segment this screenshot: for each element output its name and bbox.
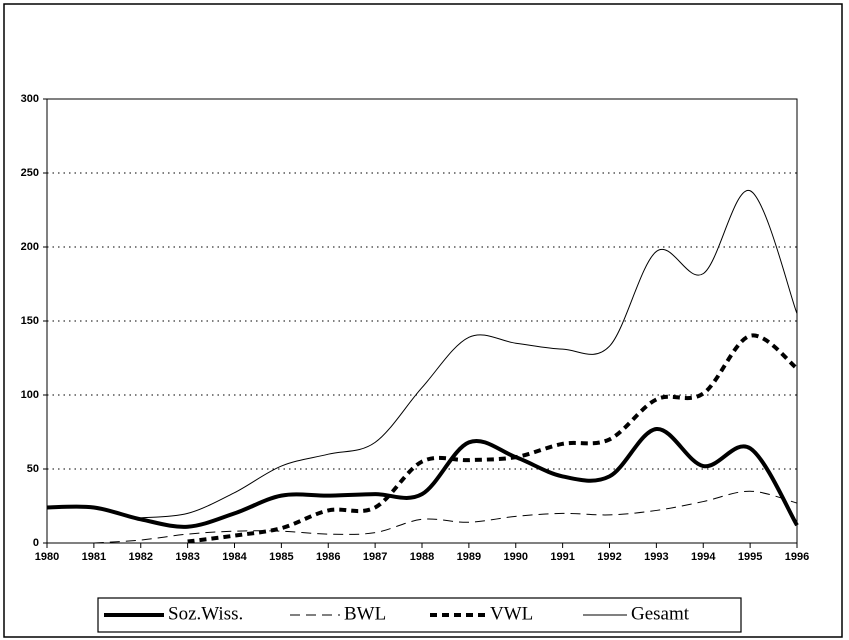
y-tick-label: 50 bbox=[27, 463, 39, 475]
x-tick-label: 1988 bbox=[410, 551, 434, 563]
line bbox=[140, 190, 798, 519]
legend-label: VWL bbox=[490, 603, 533, 624]
line bbox=[93, 490, 798, 544]
x-tick-label: 1987 bbox=[363, 551, 387, 563]
y-tick-label: 0 bbox=[33, 537, 39, 549]
x-tick-label: 1995 bbox=[738, 551, 762, 563]
legend-label: Gesamt bbox=[631, 603, 690, 624]
x-tick-label: 1980 bbox=[35, 551, 59, 563]
x-tick-label: 1989 bbox=[457, 551, 481, 563]
y-tick-label: 250 bbox=[21, 167, 39, 179]
x-tick-label: 1985 bbox=[269, 551, 293, 563]
y-tick-label: 200 bbox=[21, 241, 39, 253]
y-tick-label: 100 bbox=[21, 389, 39, 401]
x-tick-label: 1994 bbox=[691, 551, 716, 563]
x-tick-label: 1993 bbox=[644, 551, 668, 563]
y-tick-label: 150 bbox=[21, 315, 39, 327]
line bbox=[46, 427, 799, 529]
legend-label: Soz.Wiss. bbox=[168, 603, 243, 624]
x-tick-label: 1983 bbox=[175, 551, 199, 563]
legend bbox=[97, 597, 742, 633]
legend-label: BWL bbox=[344, 603, 386, 624]
frame bbox=[3, 3, 843, 638]
x-tick-label: 1981 bbox=[82, 551, 106, 563]
x-tick-label: 1986 bbox=[316, 551, 340, 563]
x-tick-label: 1996 bbox=[785, 551, 809, 563]
x-tick-label: 1990 bbox=[504, 551, 528, 563]
x-tick-label: 1991 bbox=[550, 551, 574, 563]
x-tick-label: 1992 bbox=[597, 551, 621, 563]
x-tick-label: 1982 bbox=[129, 551, 153, 563]
line bbox=[187, 333, 799, 544]
x-tick-label: 1984 bbox=[222, 551, 247, 563]
y-tick-label: 300 bbox=[21, 93, 39, 105]
